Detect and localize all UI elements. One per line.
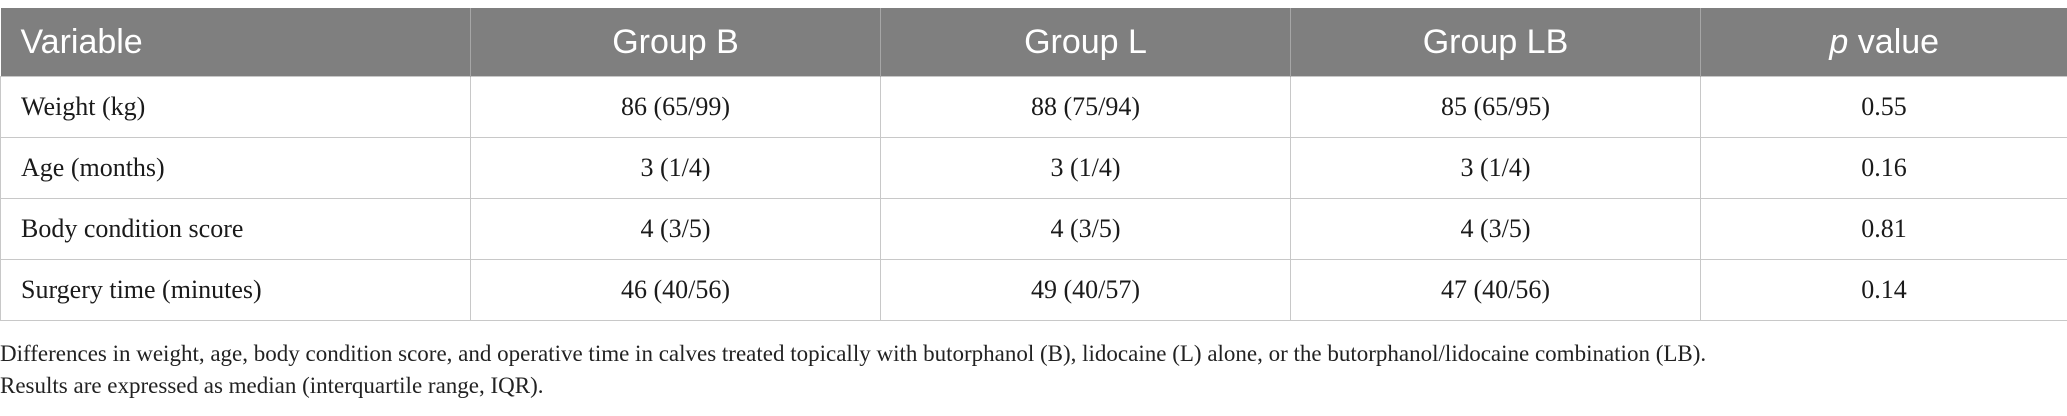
- table-footnote: Differences in weight, age, body conditi…: [0, 338, 2067, 402]
- table-row: Surgery time (minutes) 46 (40/56) 49 (40…: [0, 259, 2067, 321]
- cell-p-value: 0.55: [1700, 76, 2067, 138]
- header-p-symbol: p: [1829, 22, 1849, 61]
- header-group-b: Group B: [470, 8, 881, 77]
- cell-variable: Age (months): [0, 137, 471, 199]
- footnote-line: Differences in weight, age, body conditi…: [0, 341, 1707, 366]
- cell-group-b: 3 (1/4): [470, 137, 881, 199]
- footnote-line: Results are expressed as median (interqu…: [0, 373, 544, 398]
- cell-group-b: 86 (65/99): [470, 76, 881, 138]
- cell-group-l: 4 (3/5): [880, 198, 1291, 260]
- cell-group-lb: 4 (3/5): [1290, 198, 1701, 260]
- cell-group-l: 49 (40/57): [880, 259, 1291, 321]
- cell-group-b: 46 (40/56): [470, 259, 881, 321]
- header-group-l: Group L: [880, 8, 1291, 77]
- table-row: Age (months) 3 (1/4) 3 (1/4) 3 (1/4) 0.1…: [0, 137, 2067, 199]
- header-p-label: value: [1848, 22, 1940, 61]
- table-row: Weight (kg) 86 (65/99) 88 (75/94) 85 (65…: [0, 76, 2067, 138]
- header-group-lb: Group LB: [1290, 8, 1701, 77]
- table-header: Variable Group B Group L Group LB p valu…: [0, 8, 2067, 77]
- header-p-value: p value: [1700, 8, 2067, 77]
- cell-variable: Weight (kg): [0, 76, 471, 138]
- cell-group-lb: 3 (1/4): [1290, 137, 1701, 199]
- cell-p-value: 0.14: [1700, 259, 2067, 321]
- data-table: Variable Group B Group L Group LB p valu…: [0, 8, 2067, 321]
- cell-group-l: 88 (75/94): [880, 76, 1291, 138]
- cell-variable: Body condition score: [0, 198, 471, 260]
- data-table-container: Variable Group B Group L Group LB p valu…: [0, 8, 2067, 321]
- header-variable: Variable: [0, 8, 471, 77]
- cell-group-lb: 85 (65/95): [1290, 76, 1701, 138]
- cell-group-l: 3 (1/4): [880, 137, 1291, 199]
- cell-group-lb: 47 (40/56): [1290, 259, 1701, 321]
- cell-p-value: 0.16: [1700, 137, 2067, 199]
- cell-variable: Surgery time (minutes): [0, 259, 471, 321]
- cell-p-value: 0.81: [1700, 198, 2067, 260]
- table-body: Weight (kg) 86 (65/99) 88 (75/94) 85 (65…: [0, 76, 2067, 321]
- header-row: Variable Group B Group L Group LB p valu…: [0, 8, 2067, 77]
- cell-group-b: 4 (3/5): [470, 198, 881, 260]
- table-row: Body condition score 4 (3/5) 4 (3/5) 4 (…: [0, 198, 2067, 260]
